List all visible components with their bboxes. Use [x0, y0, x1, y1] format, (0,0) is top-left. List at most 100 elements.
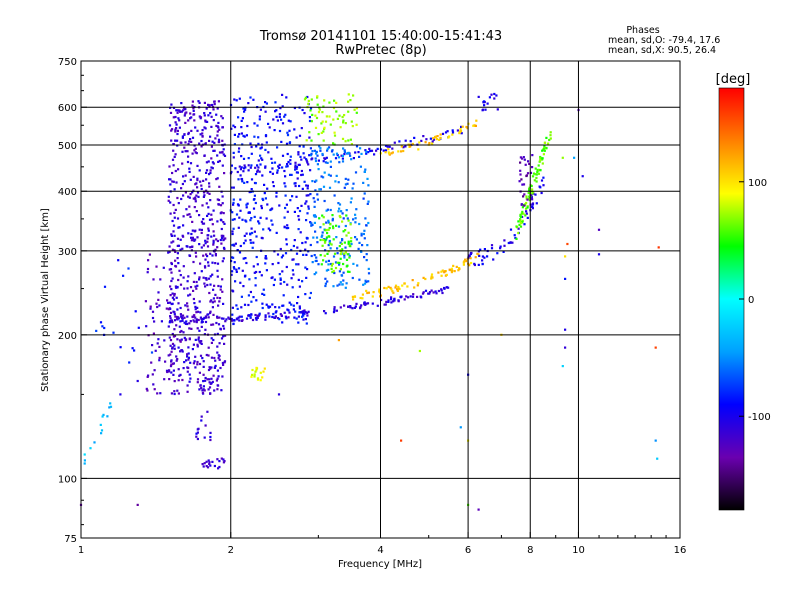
data-point [536, 168, 539, 171]
data-point [174, 128, 177, 131]
data-point [435, 292, 438, 295]
data-point [180, 197, 183, 201]
data-point [327, 263, 330, 266]
data-point [336, 284, 339, 287]
data-point [271, 181, 275, 184]
data-point [343, 254, 346, 257]
colorbar-tick-label: 100 [748, 178, 767, 189]
data-point [256, 169, 259, 172]
data-point [209, 367, 212, 370]
data-point [530, 197, 533, 200]
data-point [217, 160, 220, 163]
data-point [238, 165, 241, 168]
data-point [564, 328, 567, 331]
data-point [217, 100, 220, 103]
data-point [223, 154, 227, 157]
data-point [275, 231, 278, 234]
data-point [200, 270, 203, 273]
data-point [277, 165, 280, 168]
data-point [309, 109, 312, 112]
data-point [168, 336, 171, 339]
data-point [301, 280, 304, 283]
data-point [119, 393, 122, 396]
data-point [193, 272, 196, 275]
data-point [330, 264, 333, 267]
data-point [187, 356, 190, 359]
data-point [233, 98, 236, 101]
data-point [524, 203, 527, 206]
data-point [353, 295, 357, 298]
data-point [440, 288, 443, 291]
data-point [208, 378, 211, 381]
data-point [133, 349, 136, 352]
data-point [451, 129, 454, 132]
data-point [230, 164, 233, 167]
data-point [324, 282, 327, 285]
data-point [223, 222, 226, 225]
data-point [324, 249, 327, 252]
data-point [196, 164, 199, 167]
data-point [346, 182, 349, 185]
data-point [247, 294, 250, 297]
data-point [477, 508, 480, 511]
data-point [213, 356, 216, 360]
data-point [109, 405, 113, 408]
data-point [306, 314, 309, 317]
data-point [204, 424, 207, 427]
data-point [207, 212, 210, 215]
data-point [220, 337, 224, 340]
data-point [347, 100, 350, 103]
data-point [319, 188, 322, 191]
data-point [157, 291, 160, 294]
data-point [276, 146, 279, 149]
data-point [272, 312, 275, 316]
data-point [531, 207, 534, 210]
data-point [325, 260, 328, 263]
data-point [159, 278, 162, 281]
data-point [251, 231, 254, 235]
data-point [169, 365, 173, 368]
data-point [182, 265, 185, 268]
data-point [201, 389, 204, 392]
data-point [458, 132, 461, 135]
data-point [197, 195, 200, 198]
data-point [486, 102, 489, 105]
data-point [192, 343, 195, 346]
data-point [271, 161, 274, 164]
data-point [290, 277, 293, 280]
data-point [196, 236, 199, 239]
data-point [211, 301, 214, 304]
data-point [531, 205, 534, 208]
data-point [237, 150, 240, 153]
data-point [327, 173, 330, 176]
data-point [317, 159, 320, 162]
data-point [205, 189, 208, 192]
data-point [344, 224, 347, 228]
data-point [212, 209, 215, 212]
data-point [339, 249, 342, 252]
data-point [289, 162, 292, 165]
x-tick-label: 16 [674, 545, 687, 556]
data-point [194, 285, 197, 288]
data-point [339, 268, 342, 271]
data-point [533, 179, 536, 182]
data-point [176, 196, 179, 200]
data-point [380, 298, 383, 302]
data-point [198, 362, 202, 366]
data-point [198, 169, 201, 172]
data-point [366, 291, 369, 295]
data-point [186, 384, 189, 387]
data-point [450, 267, 453, 270]
data-point [321, 152, 324, 156]
data-point [238, 315, 241, 318]
data-point [157, 298, 160, 301]
data-point [269, 208, 272, 212]
data-point [173, 188, 176, 191]
data-point [391, 151, 394, 154]
data-point [153, 388, 156, 391]
data-point [526, 172, 530, 175]
data-point [332, 153, 335, 156]
data-point [524, 163, 527, 166]
data-point [260, 207, 263, 210]
data-point [183, 316, 186, 319]
